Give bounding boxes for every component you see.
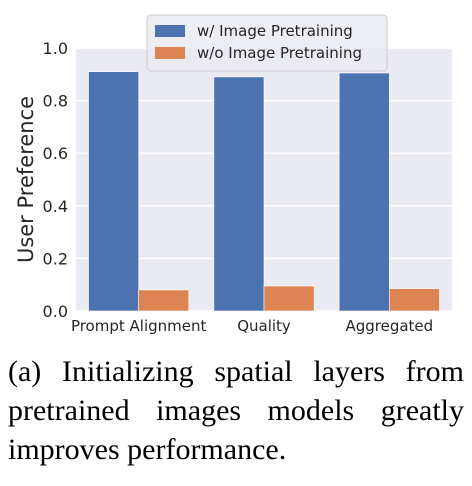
legend-swatch: [155, 25, 185, 37]
x-tick-label: Prompt Alignment: [71, 317, 207, 335]
bar-w-image-pretraining-aggregated: [338, 72, 390, 312]
y-tick-label: 0.0: [43, 302, 68, 321]
y-tick-label: 0.6: [43, 144, 68, 163]
y-tick-label: 0.4: [43, 197, 68, 216]
legend-swatch: [155, 47, 185, 59]
x-tick-label: Quality: [237, 317, 291, 335]
bar-w-image-pretraining-prompt-alignment: [88, 71, 139, 312]
legend: w/ Image Pretraining w/o Image Pretrainin…: [146, 14, 388, 72]
bar-w-o-image-pretraining-aggregated: [389, 288, 440, 312]
y-tick-label: 1.0: [43, 39, 68, 58]
y-axis-label: User Preference: [14, 96, 38, 263]
bar-chart: 0.0 0.2 0.4 0.6 0.8 1.0 Prompt Alignment Quali…: [14, 14, 452, 335]
y-tick-label: 0.2: [43, 249, 68, 268]
figure-caption: (a) Initializing spatial layers from pre…: [8, 355, 464, 466]
x-tick-label: Aggregated: [345, 317, 433, 335]
bar-w-o-image-pretraining-prompt-alignment: [138, 289, 190, 312]
legend-label: w/ Image Pretraining: [197, 22, 353, 40]
y-tick-labels: 0.0 0.2 0.4 0.6 0.8 1.0: [43, 39, 68, 321]
x-tick-labels: Prompt Alignment Quality Aggregated: [71, 317, 433, 335]
bars: [88, 71, 440, 312]
y-tick-label: 0.8: [43, 92, 68, 111]
legend-label: w/o Image Pretraining: [197, 44, 362, 62]
bar-w-o-image-pretraining-quality: [263, 285, 315, 312]
bar-w-image-pretraining-quality: [213, 76, 265, 312]
legend-box: [146, 14, 388, 72]
